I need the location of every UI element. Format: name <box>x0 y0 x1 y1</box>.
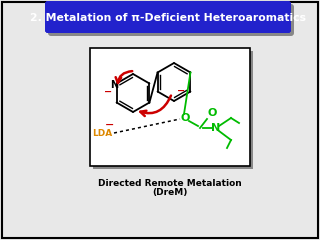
Text: LDA: LDA <box>92 128 112 138</box>
FancyBboxPatch shape <box>45 1 291 33</box>
Bar <box>93 51 253 169</box>
Text: −: − <box>105 86 113 96</box>
Text: O: O <box>208 108 217 118</box>
FancyBboxPatch shape <box>48 4 294 36</box>
Text: Directed Remote Metalation: Directed Remote Metalation <box>98 179 242 187</box>
Text: 2. Metalation of π-Deficient Heteroaromatics: 2. Metalation of π-Deficient Heteroaroma… <box>30 13 306 23</box>
FancyBboxPatch shape <box>45 1 291 33</box>
Text: −: − <box>177 86 185 96</box>
Text: (DreM): (DreM) <box>152 188 188 198</box>
Text: O: O <box>180 113 190 123</box>
Bar <box>90 48 250 166</box>
Text: N: N <box>212 123 220 133</box>
Text: −: − <box>105 120 115 130</box>
Text: N: N <box>110 79 119 90</box>
